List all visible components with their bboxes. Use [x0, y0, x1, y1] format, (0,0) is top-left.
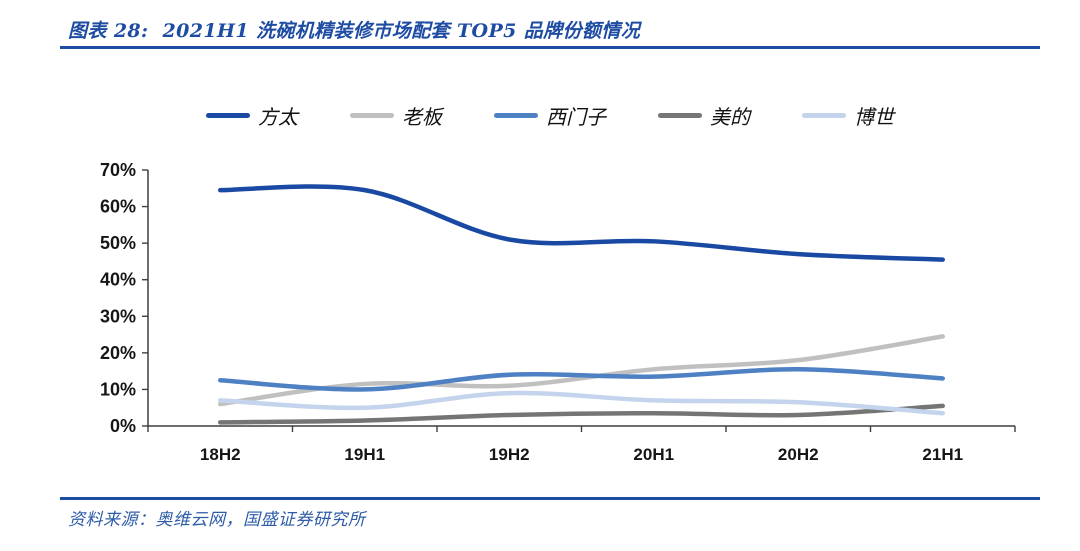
- x-tick-label: 20H1: [633, 445, 674, 464]
- legend-swatch-icon: [350, 113, 394, 118]
- x-tick-label: 19H2: [489, 445, 530, 464]
- legend-label: 博世: [854, 105, 894, 129]
- series-line-博世: [218, 390, 945, 416]
- figure-title-text: 2021H1 洗碗机精装修市场配套 TOP5 品牌份额情况: [162, 20, 641, 42]
- legend-swatch-icon: [802, 113, 846, 118]
- y-tick-label: 70%: [100, 160, 136, 180]
- legend-item-3: 西门子: [494, 101, 606, 130]
- legend-swatch-icon: [658, 113, 702, 118]
- series-line-方太: [218, 184, 945, 262]
- legend-item-5: 博世: [802, 101, 894, 130]
- figure-title: 图表 28: 2021H1 洗碗机精装修市场配套 TOP5 品牌份额情况: [68, 16, 640, 43]
- legend-label: 方太: [258, 105, 298, 129]
- x-tick-label: 18H2: [200, 445, 241, 464]
- x-tick-label: 21H1: [922, 445, 963, 464]
- source-note: 资料来源：奥维云网，国盛证券研究所: [68, 510, 366, 530]
- chart-legend: 方太 老板 西门子 美的 博世: [60, 101, 1040, 130]
- y-tick-label: 30%: [100, 306, 136, 326]
- x-tick-label: 20H2: [778, 445, 819, 464]
- y-tick-label: 0%: [110, 416, 136, 436]
- figure-number-label: 图表 28:: [68, 20, 149, 42]
- legend-swatch-icon: [206, 113, 250, 118]
- title-divider-rule: [60, 46, 1040, 49]
- y-tick-label: 60%: [100, 197, 136, 217]
- legend-swatch-icon: [494, 113, 538, 118]
- series-line-老板: [218, 334, 945, 407]
- footer-divider-rule: [60, 497, 1040, 500]
- y-tick-label: 50%: [100, 233, 136, 253]
- y-tick-label: 40%: [100, 270, 136, 290]
- line-chart-plot: 0% 10% 20% 30% 40% 50% 60% 70% 18H2 19H1 19H2 20H1 2…: [100, 160, 1016, 464]
- y-tick-label: 10%: [100, 379, 136, 399]
- legend-label: 西门子: [546, 105, 606, 129]
- x-tick-label: 19H1: [344, 445, 385, 464]
- legend-item-1: 方太: [206, 101, 298, 130]
- legend-label: 老板: [402, 105, 442, 129]
- y-tick-label: 20%: [100, 343, 136, 363]
- legend-item-2: 老板: [350, 101, 442, 130]
- series-line-西门子: [218, 367, 945, 392]
- series-line-美的: [218, 403, 945, 425]
- legend-item-4: 美的: [658, 101, 750, 130]
- legend-label: 美的: [710, 105, 750, 129]
